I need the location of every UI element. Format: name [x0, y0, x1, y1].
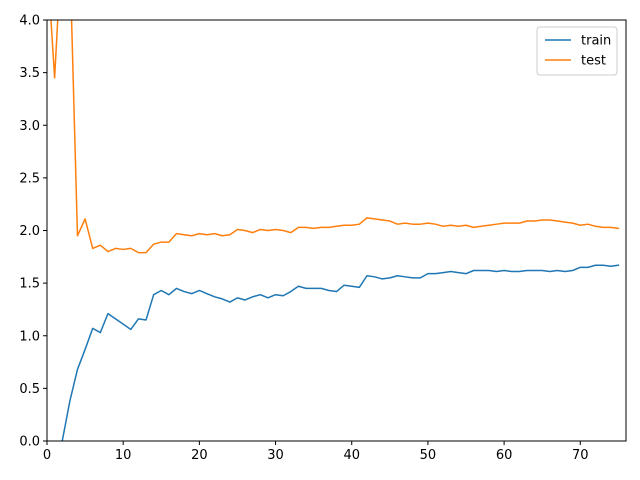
series-line-train: [61, 264, 620, 441]
legend-label-train: train: [581, 34, 611, 49]
x-tick-label: 0: [43, 448, 51, 463]
y-tick-label: 4.0: [19, 14, 40, 29]
x-tick-label: 70: [572, 448, 589, 463]
x-axis: 0 10 20 30 40 50 60 70: [43, 441, 589, 463]
legend-box: [536, 26, 618, 76]
y-tick-label: 3.5: [19, 66, 40, 81]
x-tick-label: 20: [191, 448, 208, 463]
y-tick-label: 2.5: [19, 171, 40, 186]
x-tick-label: 50: [420, 448, 437, 463]
y-axis: 0.0 0.5 1.0 1.5 2.0 2.5 3.0 3.5 4.0: [19, 14, 47, 450]
plot-frame: [46, 19, 627, 442]
y-tick-label: 0.0: [19, 435, 40, 450]
x-tick-label: 40: [343, 448, 360, 463]
legend: train test: [536, 26, 618, 76]
y-tick-label: 3.0: [19, 119, 40, 134]
legend-label-test: test: [581, 54, 606, 69]
series-layer: [50, 20, 620, 441]
x-tick-label: 30: [267, 448, 284, 463]
y-tick-label: 0.5: [19, 382, 40, 397]
x-tick-label: 60: [496, 448, 513, 463]
y-tick-label: 1.0: [19, 329, 40, 344]
y-tick-label: 2.0: [19, 224, 40, 239]
y-tick-label: 1.5: [19, 277, 40, 292]
series-line-test: [50, 20, 620, 254]
x-tick-label: 10: [115, 448, 132, 463]
